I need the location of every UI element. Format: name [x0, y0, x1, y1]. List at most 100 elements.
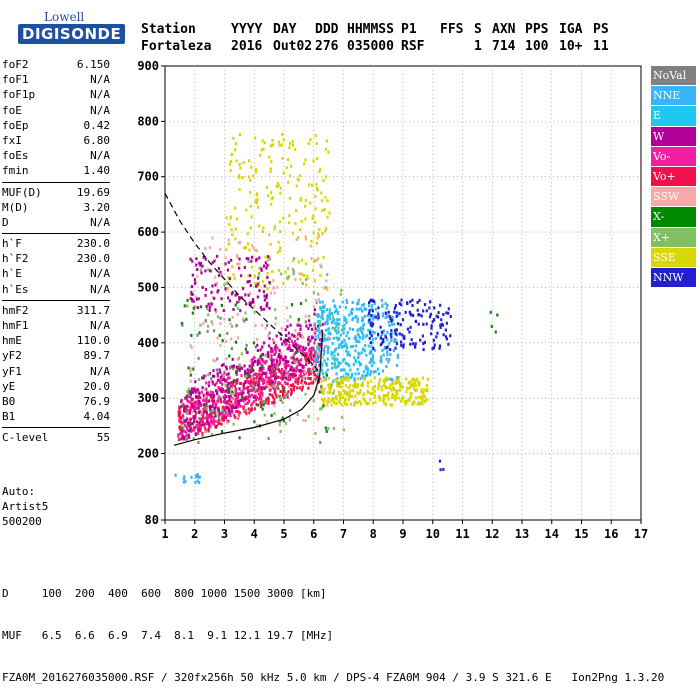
echo-point: [326, 400, 329, 404]
echo-point: [327, 150, 330, 154]
echo-point: [193, 403, 196, 407]
echo-point: [318, 346, 321, 350]
echo-point: [422, 348, 425, 352]
echo-point: [359, 329, 362, 333]
ionogram-chart: 1 2 3 4 5 6 7 8 9 10 11 12 13 14 15 16 17802003004005006…: [137, 59, 648, 541]
echo-point: [384, 384, 387, 388]
echo-point: [365, 353, 368, 357]
echo-point: [345, 362, 348, 366]
echo-point: [250, 259, 253, 263]
echo-point: [272, 341, 276, 345]
echo-point: [290, 333, 294, 337]
echo-point: [350, 375, 353, 379]
echo-point: [285, 166, 288, 170]
echo-point: [271, 395, 275, 399]
echo-point: [213, 399, 216, 403]
echo-point: [324, 227, 328, 231]
echo-point: [273, 365, 277, 369]
echo-point: [251, 380, 254, 384]
echo-point: [263, 371, 267, 375]
echo-point: [384, 376, 388, 380]
echo-point: [238, 300, 241, 304]
echo-point: [274, 308, 277, 312]
echo-point: [324, 175, 328, 179]
echo-point: [214, 389, 218, 393]
param-value: 311.7: [76, 303, 110, 317]
echo-point: [327, 376, 330, 380]
echo-point: [291, 139, 294, 143]
echo-point: [316, 188, 319, 192]
echo-point: [311, 268, 315, 272]
echo-point: [250, 361, 254, 365]
echo-point: [201, 386, 204, 390]
echo-point: [207, 429, 210, 433]
legend-item: NoVal: [651, 66, 696, 86]
echo-point: [412, 383, 416, 387]
echo-point: [412, 377, 415, 381]
echo-point: [199, 261, 203, 265]
echo-point: [253, 359, 257, 363]
auto-version: 500200: [2, 515, 42, 528]
echo-point: [271, 359, 274, 363]
echo-point: [419, 402, 422, 406]
echo-point: [281, 416, 284, 420]
echo-point: [219, 378, 222, 382]
echo-point: [262, 341, 266, 345]
echo-point: [179, 416, 182, 420]
echo-point: [303, 348, 306, 352]
echo-point: [278, 394, 281, 398]
echo-point: [231, 315, 234, 319]
echo-point: [244, 375, 247, 379]
echo-point: [317, 372, 320, 376]
echo-point: [361, 316, 364, 320]
echo-point: [252, 246, 255, 250]
echo-point: [196, 388, 199, 392]
echo-point: [356, 401, 359, 405]
echo-point: [418, 381, 421, 385]
echo-point: [289, 383, 292, 387]
echo-point: [205, 387, 208, 391]
echo-point: [411, 342, 415, 346]
echo-point: [242, 319, 246, 323]
echo-point: [263, 294, 266, 298]
echo-point: [357, 332, 360, 336]
echo-point: [336, 311, 340, 315]
echo-point: [374, 337, 377, 341]
echo-point: [314, 334, 317, 338]
echo-point: [223, 283, 226, 287]
echo-point: [247, 400, 250, 404]
echo-point: [304, 204, 307, 208]
echo-point: [265, 296, 268, 300]
echo-point: [292, 354, 295, 358]
echo-point: [308, 314, 311, 318]
echo-point: [269, 167, 273, 171]
echo-point: [385, 357, 388, 361]
echo-point: [389, 383, 392, 387]
echo-point: [340, 328, 344, 332]
echo-point: [216, 290, 219, 294]
echo-point: [414, 389, 417, 393]
echo-point: [389, 316, 392, 320]
echo-point: [341, 324, 344, 328]
echo-point: [325, 286, 328, 290]
echo-point: [261, 229, 264, 233]
echo-point: [344, 372, 348, 376]
echo-point: [304, 314, 307, 318]
echo-point: [235, 159, 238, 163]
echo-point: [248, 279, 251, 283]
echo-point: [321, 313, 324, 317]
echo-point: [333, 350, 336, 354]
echo-point: [261, 400, 264, 404]
echo-point: [201, 376, 204, 380]
echo-point: [199, 323, 202, 327]
echo-point: [326, 345, 330, 349]
echo-point: [306, 274, 309, 278]
echo-point: [347, 376, 351, 380]
echo-point: [227, 407, 230, 411]
header-values: Fortaleza 2016 Out02 276 035000 RSF 1 71…: [141, 38, 609, 259]
echo-point: [286, 276, 289, 280]
echo-point: [228, 376, 231, 380]
echo-point: [214, 283, 217, 287]
echo-point: [398, 376, 401, 380]
echo-point: [247, 407, 250, 411]
